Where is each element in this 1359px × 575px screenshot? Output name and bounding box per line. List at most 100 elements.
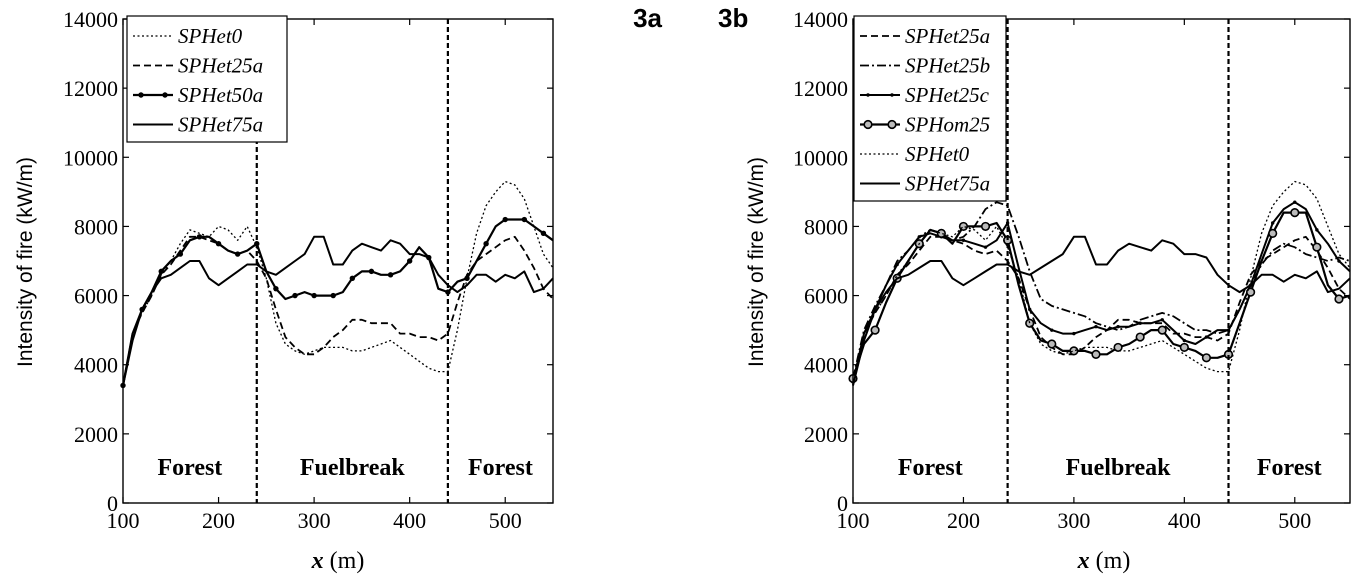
- series-line-sphet25a: [852, 235, 1351, 386]
- series-line-sphet75a: [122, 235, 554, 386]
- series-layer: [848, 180, 1351, 386]
- data-point-sphom25: [1113, 342, 1123, 353]
- data-point-sphom25: [1334, 294, 1344, 304]
- data-point-sphom25: [1290, 208, 1300, 218]
- region-label: Fuelbreak: [300, 455, 406, 481]
- chart-panel-3b: 3b Intensity of fire (kW/m) x (m) Forest…: [718, 3, 1351, 574]
- data-point-sphom25: [870, 325, 880, 335]
- data-point-sphet25c: [961, 238, 966, 242]
- data-point-sphom25: [1047, 339, 1057, 349]
- data-point-sphom25: [1201, 353, 1212, 363]
- x-tick-label: 100: [107, 508, 140, 533]
- data-point-sphet50a: [330, 292, 336, 299]
- series-line-sphom25: [851, 211, 1351, 379]
- y-tick-label: 12000: [793, 76, 848, 101]
- legend-box: [126, 15, 288, 143]
- x-axis-unit: (m): [324, 548, 365, 574]
- data-point-sphet50a: [406, 258, 413, 264]
- x-tick-label: 400: [1168, 508, 1201, 533]
- y-tick-label: 4000: [804, 353, 848, 378]
- legend-marker: [863, 119, 873, 130]
- data-point-sphet50a: [234, 251, 241, 257]
- legend-label: SPHet25a: [905, 24, 990, 48]
- data-point-sphet25c: [1270, 221, 1275, 225]
- y-tick-label: 6000: [804, 284, 848, 309]
- x-axis-label: x (m): [311, 548, 365, 574]
- legend-marker: [887, 119, 897, 130]
- y-tick-label: 4000: [74, 353, 118, 378]
- data-point-sphom25: [1025, 318, 1035, 328]
- data-point-sphom25: [1135, 332, 1145, 342]
- series-layer: [120, 180, 554, 389]
- legend: SPHet25a SPHet25b SPHet25c SPHom25 SPHet0 SPH…: [853, 15, 1007, 202]
- data-point-sphet25c: [895, 262, 899, 267]
- data-point-sphom25: [936, 228, 946, 238]
- chart-panel-3a: 3a Intensity of fire (kW/m) x (m) Forest…: [14, 3, 663, 574]
- data-point-sphet50a: [368, 268, 375, 275]
- data-point-sphet25c: [1028, 307, 1032, 312]
- legend-marker: [138, 92, 144, 98]
- data-point-sphet25c: [983, 245, 988, 249]
- data-point-sphom25: [958, 221, 969, 232]
- x-tick-label: 300: [1057, 508, 1090, 533]
- data-point-sphet50a: [502, 216, 508, 223]
- data-point-sphet25c: [1072, 331, 1076, 336]
- y-tick-label: 8000: [74, 214, 118, 239]
- legend-marker: [890, 93, 894, 97]
- data-point-sphom25: [1268, 228, 1278, 238]
- y-tick-label: 12000: [63, 76, 118, 101]
- y-tick-label: 14000: [793, 7, 848, 32]
- y-tick-label: 6000: [74, 284, 118, 309]
- x-axis-variable: x: [1077, 548, 1090, 574]
- x-tick-label: 300: [298, 508, 331, 533]
- series-line-sphet25c: [852, 201, 1351, 383]
- legend-label: SPHet25a: [178, 54, 263, 78]
- data-point-sphet50a: [387, 272, 394, 278]
- data-point-sphet50a: [177, 251, 184, 257]
- data-point-sphet25c: [1050, 328, 1054, 332]
- plot-frame: [122, 18, 554, 504]
- x-axis-unit: (m): [1090, 548, 1131, 574]
- data-point-sphom25: [1312, 242, 1322, 252]
- data-point-sphet25c: [1160, 318, 1164, 322]
- region-label: Forest: [898, 455, 963, 481]
- y-tick-label: 10000: [63, 145, 118, 170]
- legend-label: SPHet50a: [178, 83, 263, 107]
- data-point-sphet50a: [521, 216, 528, 223]
- data-point-sphet50a: [292, 292, 298, 299]
- legend-label: SPHet25c: [905, 83, 990, 107]
- legend-box: [853, 15, 1007, 202]
- region-label: Fuelbreak: [1066, 455, 1172, 481]
- x-tick-label: 500: [1278, 508, 1311, 533]
- legend-label: SPHet0: [178, 24, 243, 48]
- series-line-sphet75a: [852, 235, 1351, 386]
- y-tick-label: 0: [107, 491, 118, 516]
- data-point-sphom25: [980, 221, 991, 232]
- region-label: Forest: [1257, 455, 1322, 481]
- plot-frame: [852, 18, 1351, 504]
- y-tick-label: 0: [837, 491, 848, 516]
- region-label: Forest: [468, 455, 533, 481]
- data-point-sphet25c: [1182, 338, 1187, 343]
- y-tick-label: 8000: [804, 214, 848, 239]
- data-point-sphom25: [1179, 342, 1189, 353]
- y-tick-label: 2000: [74, 422, 118, 447]
- x-axis-label: x (m): [1077, 548, 1131, 574]
- region-label: Forest: [157, 455, 222, 481]
- legend-marker: [866, 93, 870, 97]
- data-point-sphet25c: [917, 235, 921, 239]
- data-point-sphom25: [1157, 325, 1167, 335]
- data-point-sphet50a: [158, 268, 164, 275]
- legend-label: SPHet25b: [905, 54, 990, 78]
- legend-label: SPHet0: [905, 142, 970, 166]
- y-tick-label: 14000: [63, 7, 118, 32]
- legend: SPHet0 SPHet25a SPHet50a SPHet75a: [126, 15, 288, 143]
- data-point-sphet25c: [1226, 328, 1231, 332]
- data-point-sphet25c: [1138, 321, 1142, 325]
- x-tick-label: 200: [947, 508, 980, 533]
- y-axis-label: Intensity of fire (kW/m): [745, 157, 768, 367]
- panel-label: 3b: [718, 3, 748, 33]
- data-point-sphet25c: [1315, 228, 1319, 232]
- series-line-sphet50a: [121, 218, 554, 386]
